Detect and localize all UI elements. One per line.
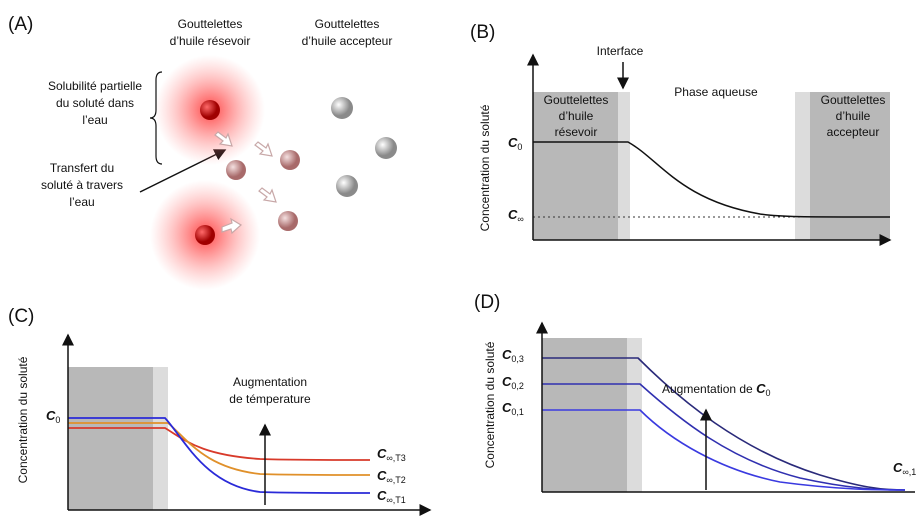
shape-rect [627,338,642,492]
c0-label: C0 [46,408,60,425]
shape-circle [278,211,298,231]
shape-rect [618,92,630,240]
shape-path [149,71,163,165]
text-part: de témperature [229,392,311,406]
reservoir-region: Gouttelettes d’huile résevoir [544,93,609,139]
text-part: du soluté dans [56,96,134,110]
shape-circle [375,137,397,159]
text-part: 0 [55,415,60,425]
text-part: ∞,T2 [386,475,405,485]
text-part: d’huile accepteur [302,34,393,48]
shape-path [214,131,233,147]
shape-circle [226,160,246,180]
y-axis-label: Concentration du soluté [16,356,30,483]
curve-label: C∞,T3 [377,446,406,463]
curve-label: C∞,T2 [377,468,406,485]
interface-label: Interface [597,44,644,58]
text-part: 0,2 [511,381,524,391]
text-part: Gouttelettes [178,17,243,31]
acceptor-title: Gouttelettes d’huile accepteur [302,17,393,48]
text-part: C [377,446,387,461]
panel-c: (C) Augmentation de témperature C0 C∞,T3 … [8,306,432,516]
text-part: l’eau [82,113,107,127]
panel-d: (D) C0,3 C0,2 C0,1 Augmentation de C0 C∞… [474,292,916,493]
text-part: Augmentation [233,375,307,389]
transfer-note: Transfert du soluté à travers l’eau [41,161,123,209]
shape-path [68,417,371,494]
text-part: 0 [517,142,522,152]
text-part: l’eau [69,195,94,209]
panel-label: (B) [470,22,495,43]
c0-note: Augmentation de C0 [662,381,770,398]
panel-a: (A) Gouttelettes d’huile résevoir Gouttel… [8,14,397,290]
shape-path [533,141,891,218]
panel-label: (C) [8,306,34,327]
text-part: ∞,T3 [386,453,405,463]
shape-rect [533,92,618,240]
text-part: Gouttelettes [544,93,609,107]
text-part: d’huile [836,109,871,123]
shape-path [221,217,243,235]
text-part: soluté à travers [41,178,123,192]
level-label: C0,1 [502,400,524,417]
shape-path [542,409,906,491]
text-part: C [756,381,766,396]
temperature-note: Augmentation de témperature [229,375,311,406]
panel-label: (D) [474,292,500,313]
text-part: ∞,T1 [386,495,405,505]
text-part: d’huile résevoir [170,34,251,48]
text-part: d’huile [559,109,594,123]
text-part: Transfert du [50,161,114,175]
acceptor-region: Gouttelettes d’huile accepteur [821,93,886,139]
text-part: Augmentation de [662,382,756,396]
shape-path [542,357,906,491]
text-part: résevoir [555,125,598,139]
shape-path [68,422,371,476]
end-label: C∞,1 [893,460,916,477]
shape-circle [280,150,300,170]
reservoir-title: Gouttelettes d’huile résevoir [170,17,251,48]
text-part: ∞ [517,214,523,224]
text-part: 0 [765,388,770,398]
solubility-note: Solubilité partielle du soluté dans l’eau [48,79,142,127]
text-part: C [893,460,903,475]
panel-b: (B) Interface Phase aqueuse Gouttelettes… [470,22,892,246]
shape-rect [68,367,153,510]
level-label: C0,2 [502,374,524,391]
y-axis-label: Concentration du soluté [478,104,492,231]
text-part: Solubilité partielle [48,79,142,93]
text-part: C [377,468,387,483]
text-part: C [508,135,518,150]
text-part: 0,1 [511,407,524,417]
y-axis-label: Concentration du soluté [483,341,497,468]
shape-path [254,141,273,157]
text-part: Gouttelettes [821,93,886,107]
shape-circle [331,97,353,119]
text-part: C [502,374,512,389]
level-label: C0,3 [502,347,524,364]
c0-label: C0 [508,135,522,152]
text-part: accepteur [827,125,880,139]
text-part: 0,3 [511,354,524,364]
curve-label: C∞,T1 [377,488,406,505]
text-part: C [502,347,512,362]
text-part: ∞,1 [902,467,916,477]
cinf-label: C∞ [508,207,524,224]
text-part: C [508,207,518,222]
text-part: Gouttelettes [315,17,380,31]
shape-path [258,187,277,203]
shape-circle [336,175,358,197]
shape-rect [153,367,168,510]
aqueous-phase-label: Phase aqueuse [674,85,758,99]
text-part: C [502,400,512,415]
panel-label: (A) [8,14,33,35]
text-part: C [46,408,56,423]
text-part: C [377,488,387,503]
shape-circle [200,100,220,120]
shape-rect [810,92,890,240]
shape-circle [195,225,215,245]
shape-rect [542,338,627,492]
shape-rect [795,92,810,240]
